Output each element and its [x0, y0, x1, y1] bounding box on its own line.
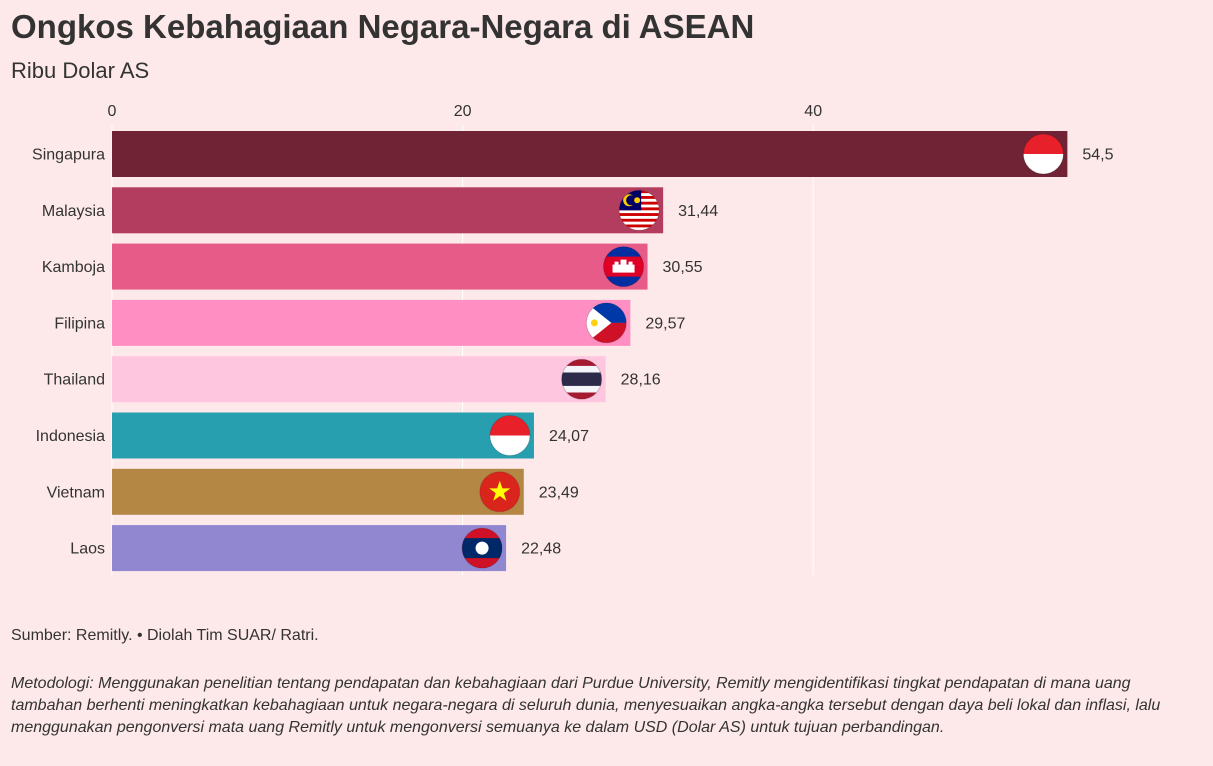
chart-subtitle: Ribu Dolar AS: [11, 58, 150, 83]
bar-row: Vietnam 23,49: [47, 468, 579, 515]
value-label: 54,5: [1082, 147, 1113, 164]
bar: [112, 243, 648, 290]
value-label: 30,55: [663, 259, 703, 276]
bar-row: Singapura 54,5: [32, 131, 1114, 177]
value-label: 22,48: [521, 541, 561, 558]
bar: [112, 356, 606, 403]
x-tick-label: 20: [454, 103, 472, 120]
bar-row: Filipina 29,57: [54, 299, 686, 346]
category-label: Vietnam: [47, 484, 105, 501]
category-label: Indonesia: [36, 428, 105, 445]
x-tick-label: 40: [804, 103, 822, 120]
bar-row: Kamboja 30,55: [42, 243, 703, 290]
bar-row: Laos 22,48: [70, 525, 561, 572]
x-axis-ticks: 0 20 40: [108, 103, 823, 120]
bar: [112, 468, 524, 515]
flag-philippines-icon: [585, 302, 627, 344]
bar: [112, 525, 507, 572]
methodology-note: Metodologi: Menggunakan penelitian tenta…: [11, 675, 1161, 736]
category-label: Singapura: [32, 147, 105, 164]
bar-chart: 0 20 40 Singapura 54,5 Malaysia 31,44 Kamboja 3…: [32, 103, 1114, 575]
value-label: 28,16: [621, 372, 661, 389]
value-label: 29,57: [645, 315, 685, 332]
bar-row: Indonesia 24,07: [36, 412, 589, 459]
flag-cambodia-icon: [603, 246, 645, 288]
x-tick-label: 0: [108, 103, 117, 120]
flag-indonesia-icon: [489, 415, 531, 456]
value-label: 24,07: [549, 428, 589, 445]
bar-row: Malaysia 31,44: [42, 187, 718, 234]
flag-laos-icon: [461, 527, 503, 569]
bar: [112, 299, 631, 346]
flag-vietnam-icon: [479, 471, 521, 513]
bar-row: Thailand 28,16: [44, 356, 661, 403]
flag-singapore-icon: [1022, 133, 1064, 175]
category-label: Malaysia: [42, 203, 105, 220]
category-label: Filipina: [54, 315, 105, 332]
category-label: Laos: [70, 541, 105, 558]
category-label: Kamboja: [42, 259, 105, 276]
bar: [112, 412, 534, 459]
flag-malaysia-icon: [618, 189, 660, 231]
flag-thailand-icon: [561, 358, 603, 400]
bars: Singapura 54,5 Malaysia 31,44 Kamboja 30,55 Fi…: [32, 131, 1114, 572]
category-label: Thailand: [44, 372, 105, 389]
value-label: 23,49: [539, 484, 579, 501]
page-title: Ongkos Kebahagiaan Negara-Negara di ASEA…: [11, 8, 755, 45]
value-label: 31,44: [678, 203, 718, 220]
source-note: Sumber: Remitly. • Diolah Tim SUAR/ Ratr…: [11, 627, 319, 644]
bar: [112, 187, 664, 234]
bar: [112, 131, 1068, 177]
